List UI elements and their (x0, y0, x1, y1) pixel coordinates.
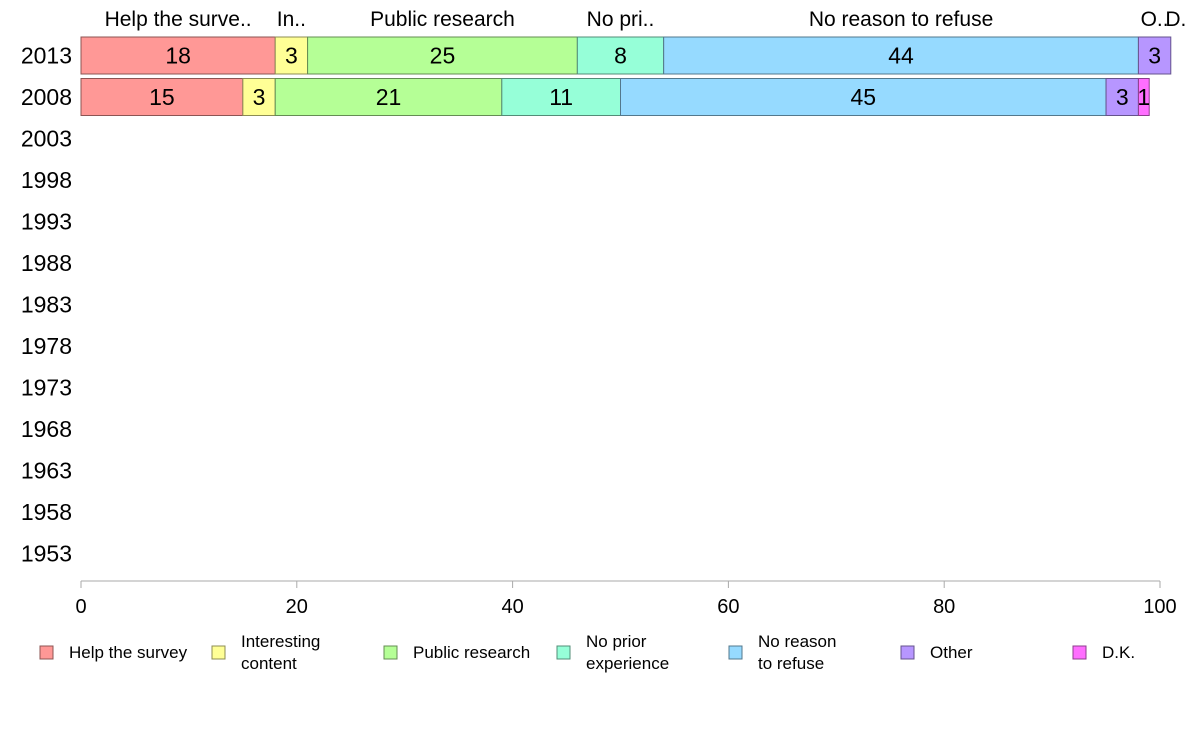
legend-swatch (900, 645, 915, 660)
bar-segment (274, 78, 503, 116)
bar-segments: 18 3 25 8 44 315 3 21 11 45 3 1 (80, 36, 1172, 116)
bar-segment (1105, 78, 1139, 116)
segment-header-label: No pri.. (587, 8, 655, 31)
x-tick-label: 20 (286, 596, 308, 618)
legend-swatch (728, 645, 743, 660)
segment-header-label: Public research (370, 8, 515, 31)
bar-segment (274, 36, 309, 75)
bar-value-label: 44 (888, 43, 914, 69)
y-axis-labels: 2013 2008 2003 1998 1993 1988 1983 1978 1973 1968… (21, 43, 72, 567)
legend: Help the survey Interesting content Public … (39, 632, 1135, 673)
x-tick-label: 0 (75, 596, 86, 618)
y-tick-label: 2003 (21, 126, 72, 152)
bar-value-label: 3 (1116, 84, 1129, 110)
legend-label: Public research (413, 643, 530, 662)
x-tick-label: 40 (501, 596, 523, 618)
legend-swatch (383, 645, 398, 660)
bar-segment (80, 78, 244, 116)
segment-header-label: Help the surve.. (105, 8, 252, 31)
segment-header-label: D.. (1165, 8, 1188, 31)
x-tick-label: 100 (1143, 596, 1176, 618)
legend-label: No reason (758, 632, 836, 651)
legend-label: D.K. (1102, 643, 1135, 662)
bar-value-label: 25 (430, 43, 456, 69)
y-tick-label: 2008 (21, 84, 72, 110)
y-tick-label: 2013 (21, 43, 72, 69)
segment-header-label: No reason to refuse (809, 8, 993, 31)
y-tick-label: 1993 (21, 209, 72, 235)
y-tick-label: 1953 (21, 541, 72, 567)
legend-label: Interesting (241, 632, 320, 651)
x-tick-label: 80 (933, 596, 955, 618)
bar-segment (242, 78, 276, 116)
legend-swatch (39, 645, 54, 660)
y-tick-label: 1968 (21, 416, 72, 442)
y-tick-label: 1998 (21, 167, 72, 193)
bar-value-label: 15 (149, 84, 175, 110)
bar-value-label: 45 (850, 84, 876, 110)
legend-label: No prior (586, 632, 647, 651)
bar-value-label: 21 (376, 84, 402, 110)
bar-segment (501, 78, 621, 116)
y-tick-label: 1978 (21, 333, 72, 359)
bar-value-label: 8 (614, 43, 627, 69)
top-segment-labels: Help the surve.. In.. Public research No pr… (105, 8, 1188, 31)
bar-segment (1137, 78, 1150, 116)
bar-value-label: 3 (1148, 43, 1161, 69)
segment-header-label: In.. (277, 8, 306, 31)
bar-value-label: 18 (165, 43, 191, 69)
bar-value-label: 3 (253, 84, 266, 110)
legend-label: to refuse (758, 654, 824, 673)
legend-label: Other (930, 643, 973, 662)
y-tick-label: 1963 (21, 458, 72, 484)
y-tick-label: 1973 (21, 375, 72, 401)
y-tick-label: 1983 (21, 292, 72, 318)
legend-label: content (241, 654, 297, 673)
bar-value-label: 1 (1137, 84, 1150, 110)
legend-swatch (556, 645, 571, 660)
y-tick-label: 1988 (21, 250, 72, 276)
bar-value-label: 11 (549, 84, 573, 110)
bar-value-label: 3 (285, 43, 298, 69)
legend-label: Help the survey (69, 643, 188, 662)
y-tick-label: 1958 (21, 499, 72, 525)
bar-segment (1137, 36, 1172, 75)
legend-swatch (211, 645, 226, 660)
x-axis: 0 20 40 60 80 100 (75, 580, 1177, 618)
bar-segment (620, 78, 1107, 116)
x-tick-label: 60 (717, 596, 739, 618)
bar-segment (663, 36, 1139, 75)
legend-label: experience (586, 654, 669, 673)
legend-swatch (1072, 645, 1087, 660)
segment-header-label: O.. (1141, 8, 1169, 31)
